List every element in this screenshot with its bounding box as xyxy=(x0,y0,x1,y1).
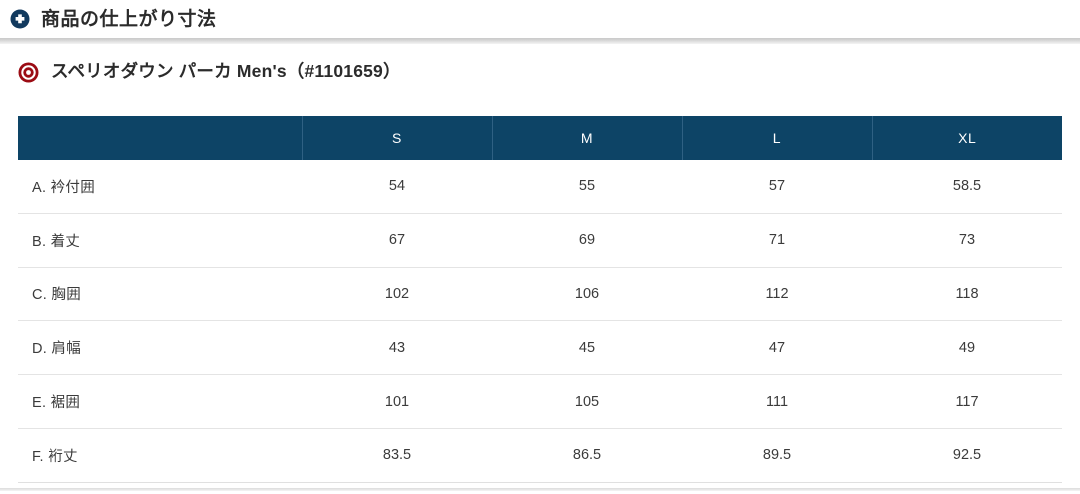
cell-value: 105 xyxy=(492,374,682,429)
page-title: 商品の仕上がり寸法 xyxy=(41,8,217,30)
page-bottom-divider xyxy=(0,488,1080,491)
product-name: スペリオダウン パーカ Men's（#1101659） xyxy=(51,61,401,82)
row-label: B. 着丈 xyxy=(18,213,302,268)
row-label: F. 裄丈 xyxy=(18,428,302,483)
table-body: A. 衿付囲 54 55 57 58.5 B. 着丈 67 69 71 73 C… xyxy=(18,160,1062,483)
cell-value: 71 xyxy=(682,213,872,268)
table-header-row: S M L XL xyxy=(18,116,1062,160)
column-header-m: M xyxy=(491,116,682,160)
cell-value: 73 xyxy=(872,213,1062,268)
cell-value: 89.5 xyxy=(682,428,872,483)
product-header: スペリオダウン パーカ Men's（#1101659） xyxy=(0,56,401,88)
row-label: E. 裾囲 xyxy=(18,374,302,429)
cell-value: 101 xyxy=(302,374,492,429)
cell-value: 86.5 xyxy=(492,428,682,483)
table-header: S M L XL xyxy=(18,116,1062,160)
column-header-measurement xyxy=(18,116,302,160)
table-row: F. 裄丈 83.5 86.5 89.5 92.5 xyxy=(18,428,1062,483)
table-row: A. 衿付囲 54 55 57 58.5 xyxy=(18,160,1062,214)
cell-value: 112 xyxy=(682,267,872,322)
row-label: A. 衿付囲 xyxy=(18,160,302,214)
cell-value: 67 xyxy=(302,213,492,268)
cell-value: 102 xyxy=(302,267,492,322)
cell-value: 49 xyxy=(872,320,1062,376)
cell-value: 83.5 xyxy=(302,428,492,483)
column-header-l: L xyxy=(681,116,872,160)
cell-value: 47 xyxy=(682,320,872,376)
cell-value: 43 xyxy=(302,320,492,376)
plus-circle-icon xyxy=(10,9,30,29)
column-header-xl: XL xyxy=(871,116,1062,160)
row-label: C. 胸囲 xyxy=(18,267,302,322)
cell-value: 54 xyxy=(302,160,492,214)
column-header-s: S xyxy=(301,116,492,160)
cell-value: 117 xyxy=(872,374,1062,429)
table-row: C. 胸囲 102 106 112 118 xyxy=(18,267,1062,322)
table-row: B. 着丈 67 69 71 73 xyxy=(18,213,1062,268)
cell-value: 92.5 xyxy=(872,428,1062,483)
cell-value: 57 xyxy=(682,160,872,214)
cell-value: 55 xyxy=(492,160,682,214)
size-measurement-table: S M L XL A. 衿付囲 54 55 57 58.5 B. 着丈 67 6… xyxy=(18,116,1062,483)
table-row: E. 裾囲 101 105 111 117 xyxy=(18,374,1062,429)
cell-value: 106 xyxy=(492,267,682,322)
table-row: D. 肩幅 43 45 47 49 xyxy=(18,320,1062,376)
row-label: D. 肩幅 xyxy=(18,320,302,376)
donut-circle-icon xyxy=(18,62,39,83)
cell-value: 69 xyxy=(492,213,682,268)
cell-value: 58.5 xyxy=(872,160,1062,214)
cell-value: 118 xyxy=(872,267,1062,322)
section-header: 商品の仕上がり寸法 xyxy=(0,0,1080,38)
cell-value: 45 xyxy=(492,320,682,376)
header-divider xyxy=(0,38,1080,44)
cell-value: 111 xyxy=(682,374,872,429)
